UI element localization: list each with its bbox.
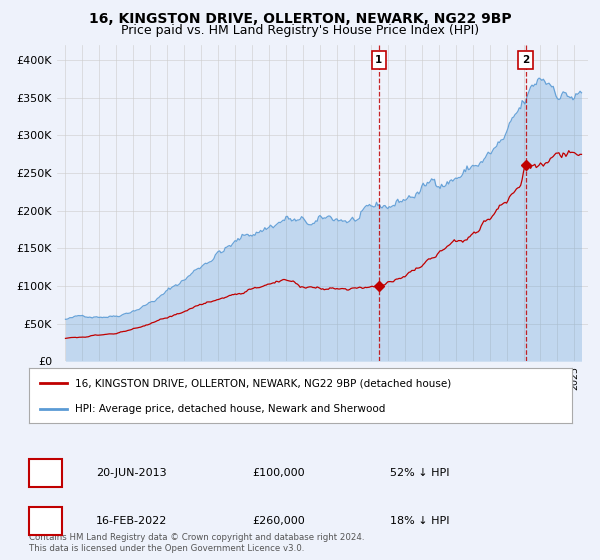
Text: Contains HM Land Registry data © Crown copyright and database right 2024.
This d: Contains HM Land Registry data © Crown c…	[29, 533, 364, 553]
Text: £260,000: £260,000	[252, 516, 305, 526]
Text: 18% ↓ HPI: 18% ↓ HPI	[390, 516, 449, 526]
Text: 2: 2	[522, 55, 529, 65]
Text: 52% ↓ HPI: 52% ↓ HPI	[390, 468, 449, 478]
Text: 16, KINGSTON DRIVE, OLLERTON, NEWARK, NG22 9BP: 16, KINGSTON DRIVE, OLLERTON, NEWARK, NG…	[89, 12, 511, 26]
Text: £100,000: £100,000	[252, 468, 305, 478]
Text: 16-FEB-2022: 16-FEB-2022	[96, 516, 167, 526]
Text: 2: 2	[41, 514, 49, 528]
Text: Price paid vs. HM Land Registry's House Price Index (HPI): Price paid vs. HM Land Registry's House …	[121, 24, 479, 36]
Text: 20-JUN-2013: 20-JUN-2013	[96, 468, 167, 478]
Text: 16, KINGSTON DRIVE, OLLERTON, NEWARK, NG22 9BP (detached house): 16, KINGSTON DRIVE, OLLERTON, NEWARK, NG…	[75, 379, 451, 388]
Text: 1: 1	[41, 466, 49, 480]
Text: HPI: Average price, detached house, Newark and Sherwood: HPI: Average price, detached house, Newa…	[75, 404, 385, 414]
Text: 1: 1	[375, 55, 382, 65]
